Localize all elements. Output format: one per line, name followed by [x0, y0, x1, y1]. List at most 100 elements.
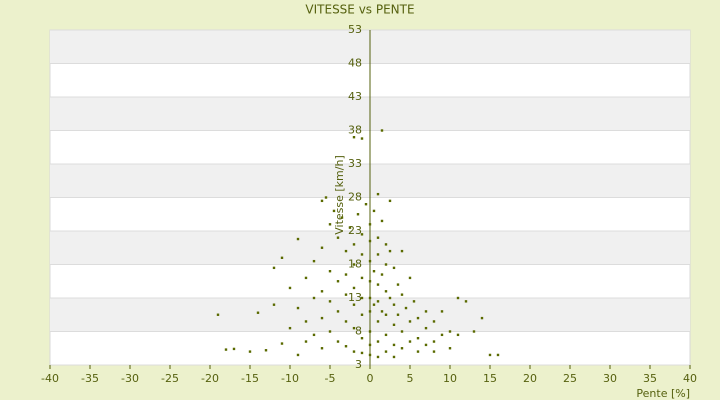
point [424, 326, 428, 330]
point [380, 129, 384, 132]
point [372, 209, 376, 213]
x-tick-label: 25 [563, 372, 577, 385]
point [352, 350, 356, 353]
point [352, 326, 356, 330]
x-tick-label: -40 [41, 372, 59, 385]
x-tick-label: -15 [241, 372, 259, 385]
point [344, 345, 348, 348]
point [392, 343, 396, 347]
point [340, 216, 344, 219]
point [344, 293, 348, 296]
point [432, 350, 436, 353]
point [344, 273, 348, 276]
point [440, 333, 444, 337]
point [312, 259, 316, 263]
point [368, 343, 372, 347]
x-tick-label: 10 [443, 372, 457, 385]
point [488, 353, 492, 357]
point [372, 303, 376, 306]
x-tick-label: 15 [483, 372, 497, 385]
point [352, 303, 356, 306]
point [304, 340, 308, 343]
point [384, 333, 388, 337]
point [368, 353, 372, 357]
chart-title: VITESSE vs PENTE [305, 3, 414, 17]
point [380, 273, 384, 276]
point [336, 236, 340, 239]
point [456, 333, 460, 337]
point [264, 349, 268, 352]
point [328, 270, 332, 273]
y-tick-label: 28 [348, 191, 362, 204]
point [432, 340, 436, 343]
point [396, 283, 400, 286]
point [336, 280, 340, 283]
point [296, 306, 300, 310]
point [368, 310, 372, 313]
x-tick-label: -10 [281, 372, 299, 385]
y-tick-label: 23 [348, 224, 362, 237]
point [424, 343, 428, 347]
point [352, 243, 356, 246]
y-tick-label: 48 [348, 57, 362, 70]
point [376, 253, 380, 256]
x-tick-label: 40 [683, 372, 697, 385]
point [296, 353, 300, 357]
point [348, 226, 352, 229]
point [400, 330, 404, 333]
point [388, 296, 392, 300]
point [380, 310, 384, 313]
point [380, 219, 384, 223]
x-axis-label: Pente [%] [636, 387, 690, 400]
point [384, 243, 388, 246]
point [400, 249, 404, 253]
point [368, 330, 372, 333]
point [304, 276, 308, 280]
point [224, 348, 228, 351]
x-tick-label: -25 [161, 372, 179, 385]
point [408, 276, 412, 280]
y-tick-label: 53 [348, 23, 362, 36]
x-tick-label: 0 [367, 372, 374, 385]
point [336, 340, 340, 343]
y-tick-label: 3 [355, 358, 362, 371]
point [320, 316, 324, 320]
point [312, 333, 316, 337]
point [320, 290, 324, 293]
x-tick-label: -30 [121, 372, 139, 385]
point [412, 300, 416, 303]
point [360, 253, 364, 256]
point [376, 355, 380, 359]
point [272, 266, 276, 270]
point [408, 320, 412, 323]
point [400, 347, 404, 350]
point [360, 296, 364, 300]
point [480, 316, 484, 320]
point [344, 320, 348, 323]
y-tick-label: 33 [348, 157, 362, 170]
y-tick-label: 38 [348, 124, 362, 137]
point [360, 276, 364, 280]
point [448, 330, 452, 333]
point [364, 203, 368, 206]
point [376, 283, 380, 286]
point [356, 213, 360, 216]
point [328, 223, 332, 226]
point [320, 246, 324, 249]
x-tick-label: 20 [523, 372, 537, 385]
point [384, 350, 388, 353]
point [384, 313, 388, 316]
point [344, 249, 348, 253]
point [360, 337, 364, 340]
point [416, 337, 420, 340]
y-tick-label: 43 [348, 90, 362, 103]
x-tick-label: -20 [201, 372, 219, 385]
point [324, 196, 328, 199]
point [392, 303, 396, 306]
point [408, 340, 412, 343]
point [352, 286, 356, 290]
point [392, 355, 396, 359]
point [416, 350, 420, 353]
point [320, 347, 324, 350]
